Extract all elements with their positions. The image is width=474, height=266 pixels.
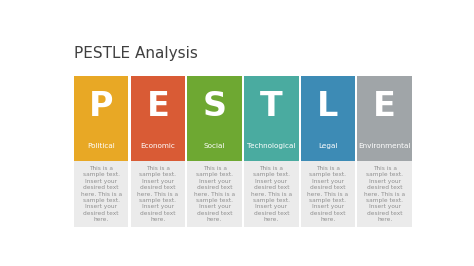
Text: Legal: Legal [318,143,337,149]
Text: Political: Political [87,143,115,149]
Bar [244,161,299,227]
Bar [357,161,412,227]
Bar [244,157,299,161]
Bar [357,157,412,161]
Bar [244,76,299,157]
Bar [131,157,185,161]
Text: Social: Social [204,143,225,149]
Bar [301,161,355,227]
Text: S: S [202,90,227,123]
Text: E: E [373,90,396,123]
Bar [357,76,412,157]
Bar [187,76,242,157]
Text: E: E [146,90,169,123]
Text: T: T [260,90,283,123]
Text: This is a
sample text.
Insert your
desired text
here. This is a
sample text.
Ins: This is a sample text. Insert your desir… [81,166,122,222]
Text: This is a
sample text.
Insert your
desired text
here. This is a
sample text.
Ins: This is a sample text. Insert your desir… [251,166,292,222]
Text: PESTLE Analysis: PESTLE Analysis [74,47,198,61]
Text: This is a
sample text.
Insert your
desired text
here. This is a
sample text.
Ins: This is a sample text. Insert your desir… [137,166,178,222]
Bar [187,157,242,161]
Bar [301,157,355,161]
Text: Environmental: Environmental [358,143,411,149]
Bar [74,161,128,227]
Text: This is a
sample text.
Insert your
desired text
here. This is a
sample text.
Ins: This is a sample text. Insert your desir… [364,166,405,222]
Bar [187,161,242,227]
Bar [131,76,185,157]
Text: Economic: Economic [140,143,175,149]
Text: Technological: Technological [247,143,295,149]
Text: P: P [89,90,113,123]
Bar [74,157,128,161]
Text: This is a
sample text.
Insert your
desired text
here. This is a
sample text.
Ins: This is a sample text. Insert your desir… [194,166,235,222]
Text: L: L [317,90,338,123]
Bar [74,76,128,157]
Text: This is a
sample text.
Insert your
desired text
here. This is a
sample text.
Ins: This is a sample text. Insert your desir… [308,166,348,222]
Bar [301,76,355,157]
Bar [131,161,185,227]
